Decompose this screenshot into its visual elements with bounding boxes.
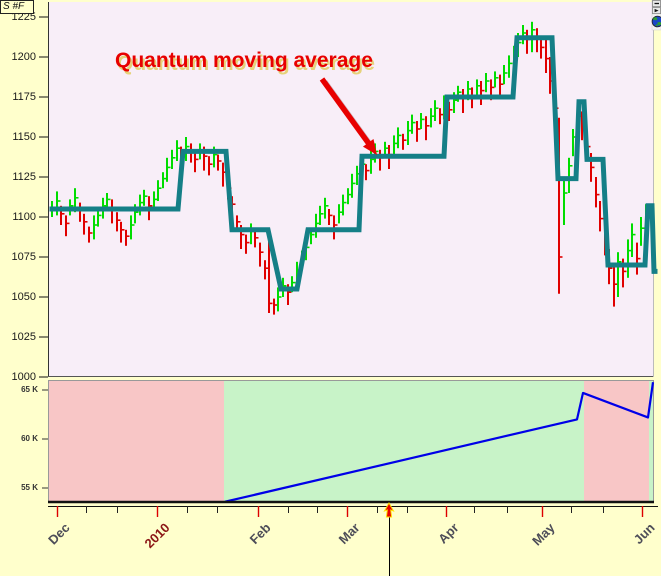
price-ytick-label: 1125: [12, 170, 36, 183]
annotation-text: Quantum moving average: [115, 49, 373, 72]
price-ytick-label: 1025: [11, 330, 36, 343]
globe-land: [657, 22, 661, 26]
globe-button[interactable]: [651, 15, 661, 28]
globe-land: [653, 17, 658, 21]
indicator-ytick-label: 65 K: [21, 385, 38, 394]
price-ytick-label: 1075: [11, 250, 36, 263]
sentiment-region-bearish: [48, 381, 224, 502]
indicator-ytick-label: 60 K: [21, 434, 38, 443]
annotation-arrow-shaft: [319, 77, 372, 146]
up-arrow-marker[interactable]: [383, 501, 395, 518]
annotation-arrow-head: [362, 139, 377, 155]
sentiment-region-bullish: [224, 381, 584, 502]
quantum-ma-line: [49, 35, 658, 292]
instrument-label: S #F: [0, 0, 34, 14]
price-ytick-label: 1150: [12, 130, 36, 143]
price-ytick-label: 1050: [11, 290, 36, 303]
sentiment-region-bearish: [584, 381, 649, 502]
sentiment-region-bullish: [649, 381, 654, 502]
price-ytick-label: 1175: [12, 90, 36, 103]
price-ytick-label: 1000: [11, 370, 36, 383]
price-ytick-label: 1100: [12, 210, 36, 223]
price-ytick-label: 1200: [11, 50, 36, 63]
open-interest-line: [224, 382, 655, 503]
globe-land: [655, 24, 658, 27]
side-toolbar: [651, 0, 661, 31]
indicator-ytick-label: 55 K: [21, 483, 38, 492]
triangle-icon: [654, 8, 659, 13]
